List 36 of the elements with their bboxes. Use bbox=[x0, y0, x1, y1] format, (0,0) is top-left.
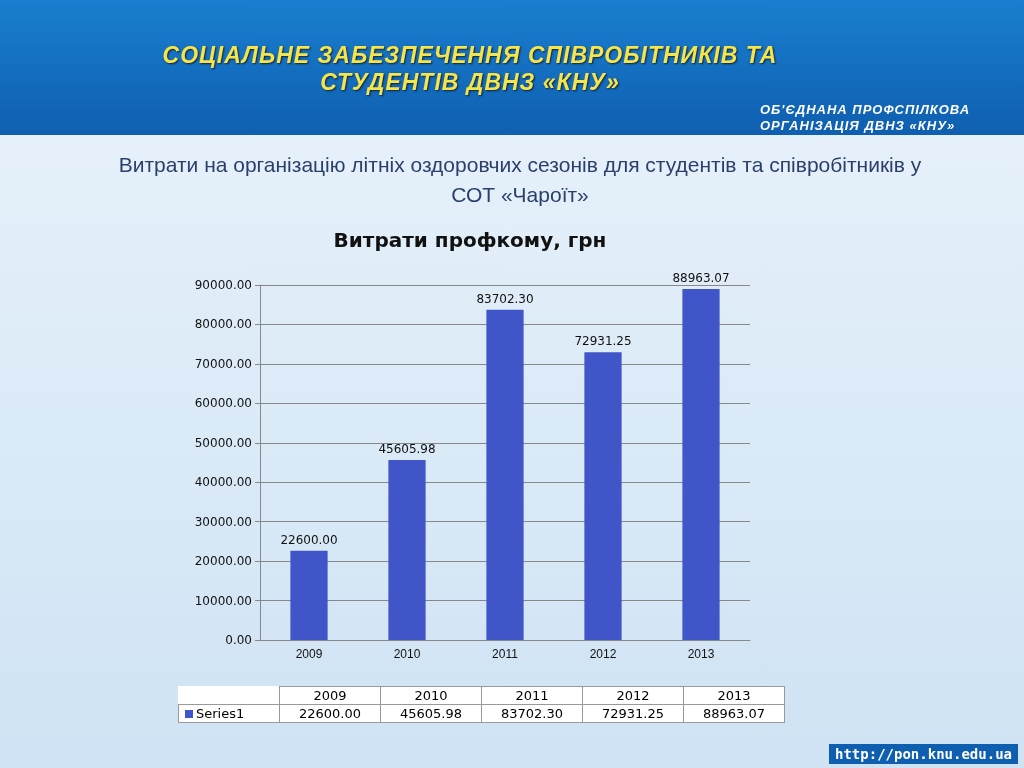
y-tick-label: 20000.00 bbox=[194, 554, 252, 569]
x-tick-label: 2010 bbox=[393, 647, 421, 661]
category-label: 2012 bbox=[616, 688, 650, 703]
x-tick-label: 2012 bbox=[589, 647, 617, 661]
chart-title: Витрати профкому, грн bbox=[332, 228, 608, 252]
data-label: 88963.07 bbox=[683, 704, 785, 723]
y-tick-label: 60000.00 bbox=[194, 396, 252, 411]
text: http://pon.knu.edu.ua bbox=[828, 744, 1018, 764]
x-tick-label: 2013 bbox=[687, 647, 715, 661]
y-tick-label: 70000.00 bbox=[194, 356, 252, 371]
text: 45605.98 bbox=[378, 442, 436, 457]
x-tick-label: 2009 bbox=[295, 647, 323, 661]
legend-label: Series1 bbox=[178, 704, 280, 723]
text: ОБ'ЄДНАНА ПРОФСПІЛКОВА ОРГАНІЗАЦІЯ ДВНЗ «КНУ» bbox=[760, 102, 972, 134]
category-label: 2013 bbox=[717, 688, 751, 703]
chart-subtitle: Витрати на організацію літніх оздоровчих сезонів для студентів та співробітників у СОТ «Чароїт» bbox=[117, 152, 923, 208]
data-label: 22600.00 bbox=[279, 704, 381, 723]
data-label: 72931.25 bbox=[582, 704, 684, 723]
text: 83702.30 bbox=[476, 291, 534, 306]
category-label: 2009 bbox=[313, 688, 347, 703]
y-tick-label: 90000.00 bbox=[194, 278, 252, 292]
y-tick-label: 30000.00 bbox=[194, 514, 252, 529]
y-tick-label: 50000.00 bbox=[194, 435, 252, 450]
text: 22600.00 bbox=[280, 532, 338, 547]
category-label: 2011 bbox=[515, 688, 549, 703]
y-tick-label: 80000.00 bbox=[194, 317, 252, 332]
data-label: 83702.30 bbox=[481, 704, 583, 723]
text: СОЦІАЛЬНЕ ЗАБЕЗПЕЧЕННЯ СПІВРОБІТНИКІВ ТА СТУДЕНТІВ ДВНЗ «КНУ» bbox=[161, 42, 779, 96]
text: 72931.25 bbox=[574, 334, 632, 349]
data-label: 45605.98 bbox=[380, 704, 482, 723]
y-tick-label: 40000.00 bbox=[194, 475, 252, 490]
y-tick-label: 10000.00 bbox=[194, 593, 252, 608]
y-tick-label: 0.00 bbox=[225, 633, 252, 647]
category-label: 2010 bbox=[414, 688, 448, 703]
text: 88963.07 bbox=[672, 271, 730, 286]
x-tick-label: 2011 bbox=[492, 647, 519, 661]
